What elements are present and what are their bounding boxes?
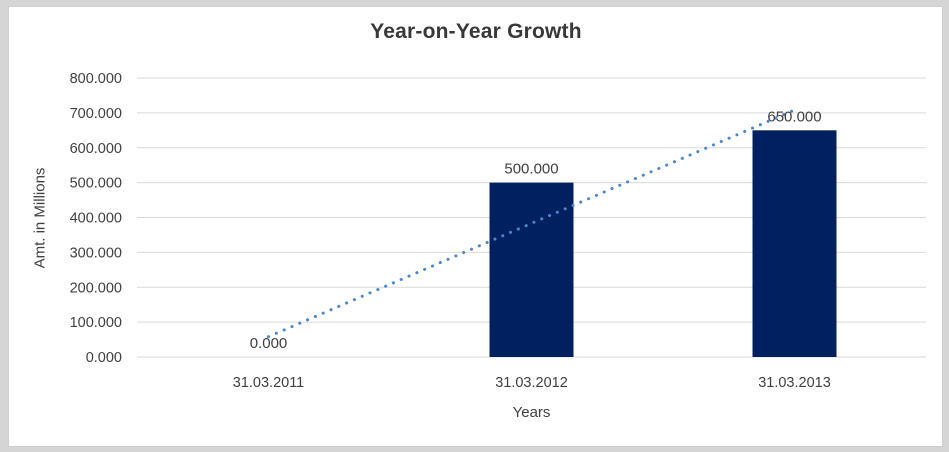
x-tick-label: 31.03.2011 — [233, 375, 305, 391]
trendline — [267, 108, 796, 339]
y-tick-label: 700.000 — [70, 106, 122, 122]
x-axis-title: Years — [512, 404, 551, 421]
y-tick-label: 500.000 — [70, 176, 122, 192]
y-tick-label: 200.000 — [70, 280, 122, 296]
y-tick-label: 100.000 — [70, 315, 122, 331]
y-tick-label: 300.000 — [70, 245, 122, 261]
chart-title: Year-on-Year Growth — [370, 20, 582, 43]
data-label: 500.000 — [504, 161, 558, 178]
data-label: 650.000 — [767, 108, 821, 125]
data-label: 0.000 — [250, 335, 288, 352]
y-tick-label: 600.000 — [70, 141, 122, 157]
y-tick-label: 0.000 — [86, 350, 122, 366]
x-tick-label: 31.03.2012 — [495, 375, 568, 391]
x-tick-label: 31.03.2013 — [758, 375, 831, 391]
bar — [489, 182, 574, 357]
y-tick-label: 400.000 — [70, 211, 122, 227]
bar — [752, 130, 837, 357]
y-tick-label: 800.000 — [70, 71, 122, 87]
